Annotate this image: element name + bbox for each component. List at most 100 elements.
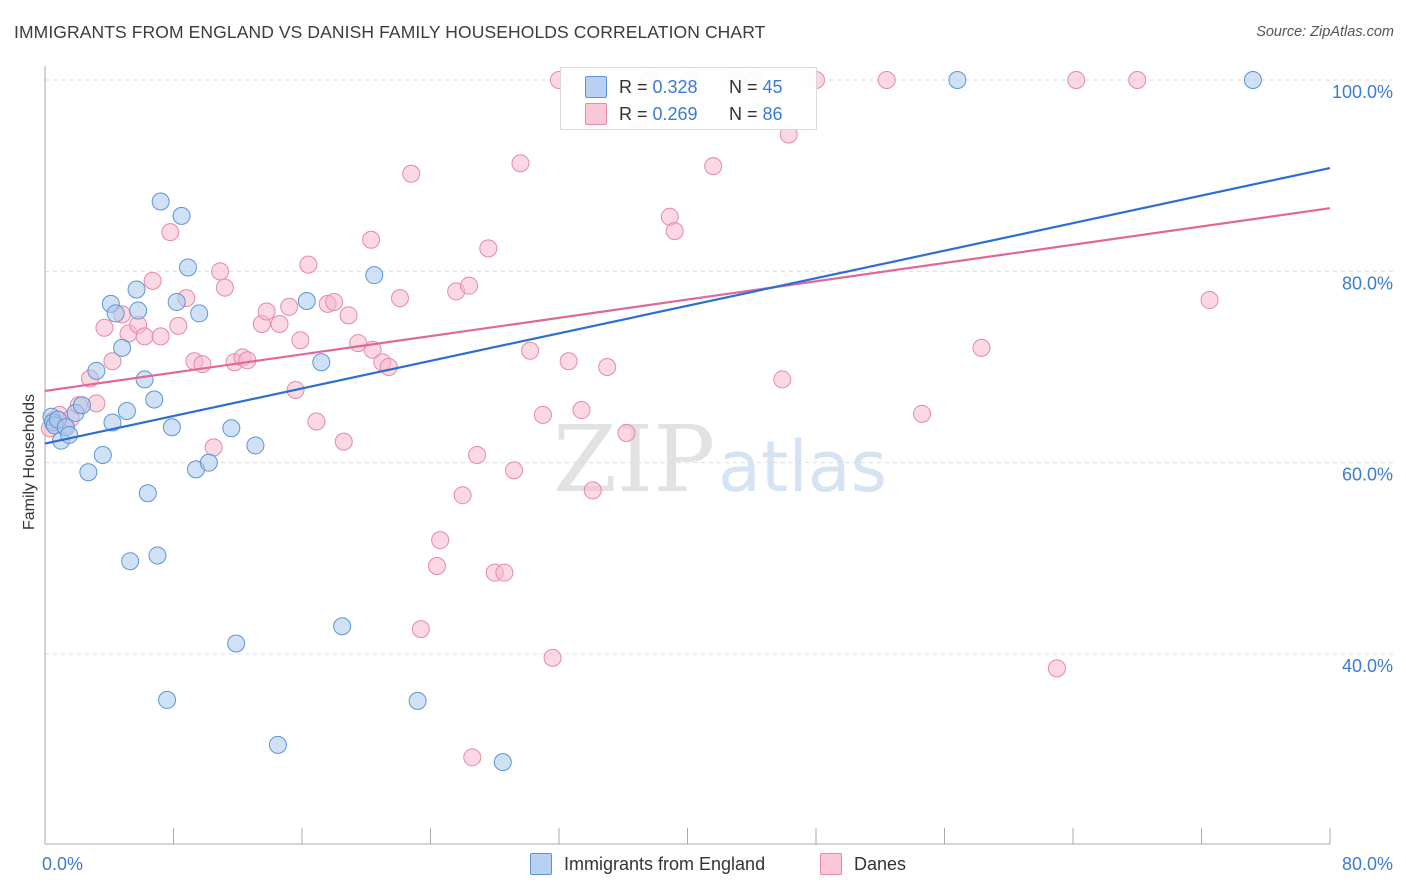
england-point <box>113 338 132 357</box>
y-tick-label: 100.0% <box>1332 82 1393 102</box>
source-label: Source: ZipAtlas.com <box>1256 24 1394 40</box>
legend-label-england: Immigrants from England <box>564 853 766 874</box>
england-point <box>178 258 197 277</box>
england-point <box>106 304 125 323</box>
england-point <box>72 396 91 415</box>
danes-point <box>877 71 896 89</box>
england-point <box>222 419 241 438</box>
legend-swatch-danes <box>585 103 607 125</box>
danes-point <box>543 648 562 667</box>
danes-point <box>95 318 114 337</box>
legend-item-danes[interactable]: Danes <box>820 851 906 877</box>
england-point <box>117 402 136 421</box>
england-point <box>948 71 967 89</box>
danes-point <box>257 302 276 321</box>
y-tick-label: 60.0% <box>1342 465 1393 485</box>
england-point <box>103 413 122 432</box>
danes-point <box>572 401 591 420</box>
danes-point <box>704 157 723 176</box>
legend-item-england[interactable]: Immigrants from England <box>530 851 765 877</box>
england-point <box>268 735 287 754</box>
danes-point <box>411 620 430 639</box>
correlation-legend: R = 0.328 N = 45 R = 0.269 N = 86 <box>560 67 817 130</box>
y-tick-label: 40.0% <box>1342 656 1393 676</box>
england-point <box>167 292 186 311</box>
series-legend: Immigrants from England Danes <box>0 851 1406 877</box>
watermark-zip: ZIP <box>553 406 715 513</box>
england-point <box>121 552 140 571</box>
danes-point <box>270 314 289 333</box>
england-point <box>1243 71 1262 89</box>
england-point <box>138 484 157 503</box>
danes-point <box>325 292 344 311</box>
danes-point <box>334 432 353 451</box>
danes-point <box>773 370 792 389</box>
trend-lines <box>44 166 1331 445</box>
england-point <box>493 753 512 772</box>
danes-point <box>1047 659 1066 678</box>
danes-point <box>169 316 188 335</box>
england-point <box>162 418 181 437</box>
danes-point <box>521 341 540 360</box>
x-tick-label: 0.0% <box>42 854 83 874</box>
danes-point <box>453 486 472 505</box>
danes-point <box>379 358 398 376</box>
danes-point <box>559 352 578 371</box>
chart-title: IMMIGRANTS FROM ENGLAND VS DANISH FAMILY… <box>14 22 766 42</box>
england-point <box>333 617 352 636</box>
danes-point <box>362 230 381 249</box>
danes-point <box>307 412 326 431</box>
danes-point <box>280 297 299 316</box>
legend-swatch-england <box>530 853 552 875</box>
legend-r-value: 0.328 <box>652 76 698 97</box>
x-tick-label: 80.0% <box>1342 854 1393 874</box>
england-point <box>148 546 167 565</box>
england-point <box>151 192 170 211</box>
danes-point <box>583 481 602 500</box>
england-point <box>129 301 148 320</box>
england-point <box>145 390 164 409</box>
england-point <box>190 304 209 323</box>
danes-point <box>505 461 524 480</box>
danes-point <box>598 358 617 376</box>
legend-r-value: 0.269 <box>652 103 698 124</box>
danes-point <box>143 271 162 290</box>
axes <box>44 66 1331 845</box>
danes-point <box>204 438 223 457</box>
watermark: ZIP atlas <box>553 406 887 513</box>
danes-point <box>511 154 530 173</box>
danes-point <box>103 352 122 371</box>
danes-point <box>468 446 487 465</box>
legend-r-label: R = <box>619 76 653 97</box>
danes-point <box>390 289 409 308</box>
danes-point <box>161 223 180 242</box>
danes-point <box>1067 71 1086 89</box>
legend-swatch-danes <box>820 853 842 875</box>
danes-trend-line <box>44 207 1331 393</box>
england-point <box>172 206 191 225</box>
danes-point <box>135 327 154 346</box>
england-point <box>60 425 79 444</box>
danes-point <box>211 262 230 281</box>
danes-point <box>291 331 310 350</box>
danes-point <box>463 748 482 767</box>
england-point <box>135 370 154 389</box>
danes-point <box>495 563 514 582</box>
england-point <box>127 280 146 299</box>
england-point <box>93 446 112 465</box>
legend-n-label: N = <box>729 76 763 97</box>
danes-point <box>913 404 932 423</box>
england-point <box>227 634 246 653</box>
danes-point <box>339 306 358 325</box>
danes-point <box>479 239 498 258</box>
danes-point <box>431 531 450 550</box>
danes-point <box>402 164 421 183</box>
danes-point <box>1128 71 1147 89</box>
danes-point <box>460 276 479 295</box>
danes-point <box>299 255 318 274</box>
england-point <box>297 291 316 310</box>
england-point <box>365 266 384 285</box>
danes-point <box>215 278 234 297</box>
england-trend-line <box>44 166 1331 445</box>
